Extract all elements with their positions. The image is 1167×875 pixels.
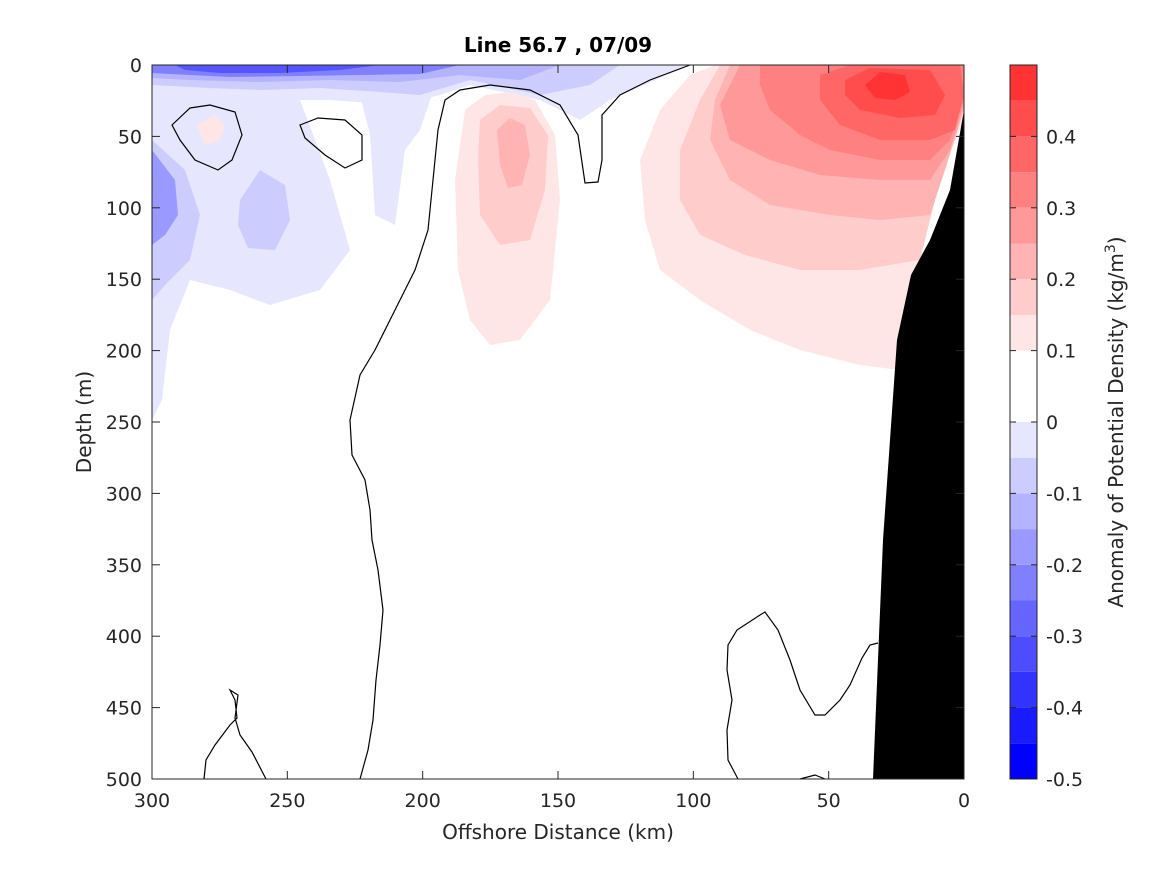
colorbar-label-suffix: ): [1104, 236, 1128, 244]
colorbar-band-16: [1010, 172, 1037, 208]
colorbar-band-9: [1010, 422, 1037, 458]
y-axis-tick-labels: 0 50 100 150 200 250 300 350 400 450 500: [106, 55, 142, 791]
colorbar-tick-label-1: 0.3: [1046, 198, 1076, 220]
zero-contour-deep-right: [726, 611, 879, 780]
midshelf-positive-3: [497, 118, 530, 188]
contour-fills: [152, 65, 964, 420]
surface-negative-core: [175, 65, 380, 73]
y-axis-label: Depth (m): [72, 371, 96, 473]
y-axis: 0 50 100 150 200 250 300 350 400 450 500 Depth (m): [72, 55, 964, 791]
colorbar-band-18: [1010, 100, 1037, 137]
colorbar-band-12: [1010, 314, 1037, 351]
y-tick-label-10: 500: [106, 769, 142, 791]
colorbar-band-15: [1010, 207, 1037, 244]
colorbar-label-superscript: 3: [1103, 244, 1119, 253]
x-axis-tick-labels: 300 250 200 150 100 50 0: [134, 790, 970, 812]
colorbar: 0.4 0.3 0.2 0.1 0 -0.1 -0.2 -0.3 -0.4 -0.5 Anomal…: [1009, 64, 1128, 791]
y-tick-label-7: 350: [106, 555, 142, 577]
colorbar-tick-labels: 0.4 0.3 0.2 0.1 0 -0.1 -0.2 -0.3 -0.4 -0.5: [1046, 126, 1083, 791]
colorbar-band-3: [1010, 636, 1037, 672]
y-tick-label-3: 150: [106, 269, 142, 291]
x-tick-label-1: 250: [269, 790, 305, 812]
x-tick-label-5: 50: [817, 790, 841, 812]
y-tick-label-4: 200: [106, 341, 142, 363]
colorbar-tick-label-0: 0.4: [1046, 126, 1076, 148]
offshore-negative-2: [152, 150, 178, 245]
colorbar-band-10: [1010, 386, 1037, 422]
colorbar-tick-label-7: -0.3: [1046, 626, 1083, 648]
y-tick-label-6: 300: [106, 483, 142, 505]
y-tick-label-5: 250: [106, 412, 142, 434]
colorbar-band-8: [1010, 457, 1037, 494]
colorbar-tick-label-5: -0.1: [1046, 483, 1083, 505]
colorbar-band-13: [1010, 279, 1037, 315]
chart-title: Line 56.7 , 07/09: [464, 33, 652, 57]
x-tick-label-2: 200: [405, 790, 441, 812]
nearshore-positive-core: [865, 72, 910, 100]
colorbar-label-main: Anomaly of Potential Density (kg/m: [1104, 253, 1128, 607]
offshore-deep-negative: [238, 170, 290, 250]
x-tick-label-3: 150: [540, 790, 576, 812]
colorbar-band-5: [1010, 564, 1037, 601]
colorbar-band-2: [1010, 671, 1037, 708]
y-tick-label-8: 400: [106, 626, 142, 648]
y-tick-label-2: 100: [106, 198, 142, 220]
zero-contour-deep-left: [203, 688, 267, 780]
x-tick-label-6: 0: [958, 790, 970, 812]
zero-contours: [171, 64, 879, 780]
colorbar-band-11: [1010, 350, 1037, 387]
x-axis-ticks: [151, 65, 965, 779]
zero-contour-main: [349, 64, 691, 780]
x-tick-label-4: 100: [675, 790, 711, 812]
colorbar-band-19: [1010, 65, 1037, 101]
colorbar-tick-label-9: -0.5: [1046, 769, 1083, 791]
colorbar-band-6: [1010, 529, 1037, 565]
colorbar-ticks: [1010, 135, 1037, 780]
y-axis-ticks: [152, 64, 964, 780]
colorbar-tick-label-2: 0.2: [1046, 269, 1076, 291]
zero-contour-bottom: [799, 774, 826, 780]
colorbar-bands: [1010, 65, 1037, 779]
zero-contour-ring-left: [171, 104, 243, 171]
colorbar-band-14: [1010, 243, 1037, 280]
plot-area: [151, 64, 965, 780]
colorbar-tick-label-6: -0.2: [1046, 555, 1083, 577]
colorbar-band-17: [1010, 136, 1037, 173]
colorbar-band-7: [1010, 493, 1037, 530]
colorbar-band-4: [1010, 600, 1037, 637]
colorbar-label: Anomaly of Potential Density (kg/m3): [1103, 236, 1128, 607]
y-tick-label-0: 0: [130, 55, 142, 77]
offshore-negative-outer: [152, 65, 440, 420]
y-tick-label-1: 50: [118, 126, 142, 148]
colorbar-tick-label-3: 0.1: [1046, 341, 1076, 363]
colorbar-band-1: [1010, 707, 1037, 744]
offshore-positive-small: [197, 115, 225, 145]
colorbar-band-0: [1010, 743, 1037, 779]
zero-contour-ring-right: [299, 117, 363, 169]
x-axis-label: Offshore Distance (km): [442, 820, 674, 844]
bathymetry-mask: [873, 110, 964, 779]
x-axis: 300 250 200 150 100 50 0 Offshore Distance (km…: [134, 65, 970, 844]
colorbar-tick-label-4: 0: [1046, 412, 1058, 434]
colorbar-tick-label-8: -0.4: [1046, 698, 1083, 720]
y-tick-label-9: 450: [106, 698, 142, 720]
x-tick-label-0: 300: [134, 790, 170, 812]
